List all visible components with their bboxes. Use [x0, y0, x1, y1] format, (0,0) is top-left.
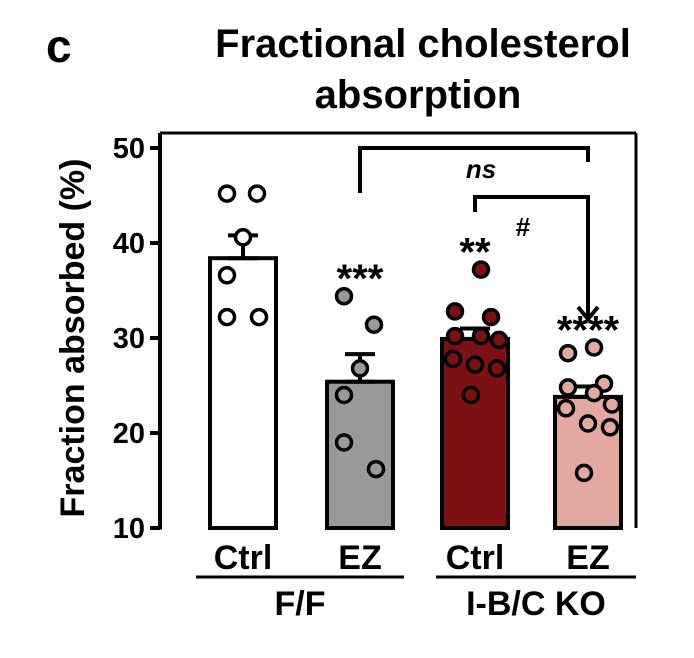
data-point-3-3: [558, 378, 578, 397]
data-point-2-2: [481, 307, 501, 327]
data-point-0-0: [217, 184, 237, 203]
data-point-2-0: [471, 260, 491, 279]
data-point-0-3: [217, 266, 237, 285]
y-axis-label: Fraction absorbed (%): [54, 159, 92, 518]
data-point-1-0: [334, 286, 354, 306]
data-point-3-6: [556, 399, 576, 418]
group-label-ko: I-B/C KO: [466, 585, 606, 623]
panel-label: c: [46, 20, 72, 72]
data-point-2-9: [461, 385, 481, 405]
chart-title-line-2: absorption: [315, 73, 522, 117]
data-point-2-7: [465, 355, 485, 374]
data-point-0-5: [249, 307, 269, 327]
data-point-1-1: [364, 315, 384, 334]
data-point-3-0: [584, 338, 604, 357]
bracket-label-1: #: [516, 212, 531, 242]
data-point-2-3: [445, 326, 465, 346]
y-tick-label-4: 50: [113, 133, 145, 165]
data-point-3-1: [558, 343, 578, 363]
bar-0: [208, 256, 278, 530]
y-tick-label-1: 20: [113, 418, 145, 450]
data-point-1-2: [350, 359, 370, 378]
bracket-0: [358, 146, 590, 193]
bracket-label-0: ns: [466, 154, 496, 184]
data-point-1-5: [366, 459, 386, 479]
data-point-3-9: [574, 463, 594, 483]
data-point-3-7: [578, 414, 598, 433]
bar-1: [325, 379, 395, 531]
y-tick-label-0: 10: [113, 513, 145, 545]
bracket-arrowhead-1: [576, 305, 600, 323]
category-label-2: Ctrl: [446, 539, 505, 577]
category-label-1: EZ: [338, 539, 381, 577]
category-label-0: Ctrl: [214, 539, 273, 577]
data-point-1-4: [334, 433, 354, 452]
y-tick-label-2: 30: [113, 323, 145, 355]
significance-label-1: **: [459, 231, 491, 275]
data-point-1-3: [334, 385, 354, 405]
data-point-2-8: [487, 359, 507, 378]
data-point-3-5: [602, 395, 622, 414]
chart-title-line-1: Fractional cholesterol: [215, 22, 631, 66]
significance-label-0: ***: [337, 257, 384, 301]
data-point-2-5: [489, 330, 509, 350]
data-point-2-6: [443, 349, 463, 369]
data-point-3-8: [600, 418, 620, 437]
group-label-ff: F/F: [275, 585, 326, 623]
y-tick-label-3: 40: [113, 228, 145, 260]
data-point-3-4: [584, 383, 604, 403]
data-point-0-4: [217, 307, 237, 327]
bracket-1: [473, 195, 590, 318]
category-label-3: EZ: [566, 539, 609, 577]
data-point-0-1: [247, 184, 267, 203]
data-point-0-2: [233, 228, 253, 247]
data-point-2-1: [445, 302, 465, 321]
data-point-2-4: [471, 326, 491, 346]
